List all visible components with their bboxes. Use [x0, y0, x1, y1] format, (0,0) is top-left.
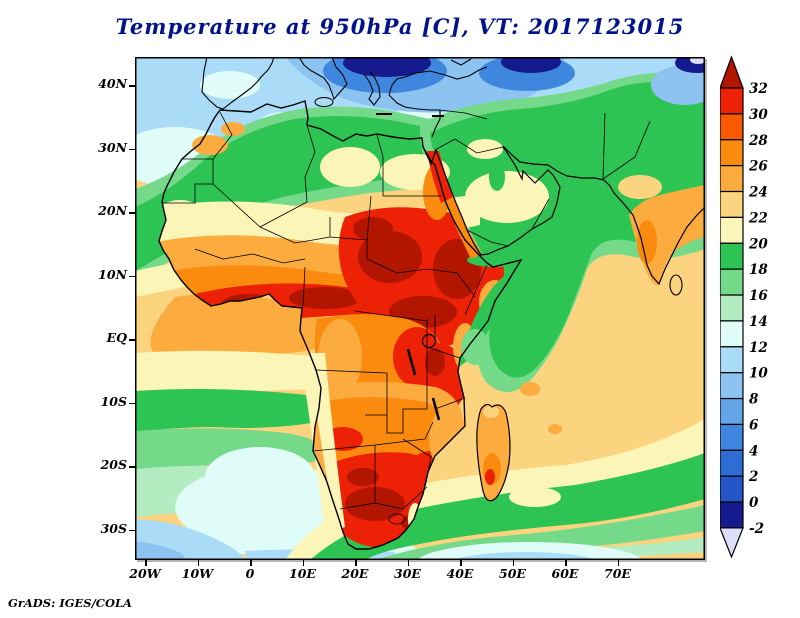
lon-tick-mark	[145, 560, 147, 566]
lon-tick-label: 10E	[289, 566, 316, 581]
colorbar-segment	[719, 320, 744, 348]
temperature-field-map	[135, 57, 705, 560]
colorbar-segment	[719, 475, 744, 503]
country-borders	[162, 109, 651, 525]
colorbar-label: 16	[749, 288, 768, 304]
lat-tick-label: 10N	[98, 266, 127, 282]
colorbar-segment	[719, 139, 744, 167]
colorbar-label: 2	[748, 469, 758, 485]
lon-tick-label: 0	[245, 566, 255, 581]
colorbar-label: 4	[749, 443, 758, 459]
colorbar-segment	[719, 242, 744, 270]
credit-text: GrADS: IGES/COLA	[8, 596, 132, 610]
lat-tick-label: 30N	[98, 139, 127, 155]
lat-tick-mark	[129, 402, 135, 405]
lon-tick-mark	[197, 560, 199, 566]
colorbar-over-arrow	[719, 55, 744, 89]
lon-tick-mark	[617, 560, 619, 566]
lat-tick-mark	[129, 466, 135, 468]
lon-tick-label: 10W	[181, 566, 214, 581]
colorbar-segment	[719, 449, 744, 477]
lat-tick-label: 30S	[100, 520, 127, 536]
colorbar-under-arrow	[719, 527, 744, 559]
lat-tick-mark	[129, 85, 135, 87]
lat-tick-mark	[129, 529, 135, 532]
page-title: Temperature at 950hPa [C], VT: 201712301…	[115, 14, 685, 39]
lon-tick-mark	[565, 560, 567, 566]
lat-tick-label: 10S	[100, 393, 127, 409]
colorbar-label: 0	[749, 495, 759, 511]
colorbar-segment	[719, 87, 744, 115]
colorbar-segment	[719, 501, 744, 529]
lat-tick-mark	[129, 339, 135, 341]
colorbar-segment	[719, 372, 744, 400]
colorbar-segment	[719, 294, 744, 322]
lon-tick-mark	[250, 560, 252, 566]
lon-tick-mark	[407, 560, 409, 566]
lon-tick-mark	[512, 560, 514, 566]
map-plot: 40N 30N 20N 10N EQ 10S 20S 30S 20W 10W 0 10E 20E 30E 4…	[98, 57, 705, 581]
colorbar-segment	[719, 397, 744, 426]
colorbar-label: 20	[748, 236, 768, 252]
colorbar-label: 24	[748, 185, 768, 201]
colorbar-label: 26	[748, 159, 768, 175]
colorbar-label: 18	[749, 262, 768, 278]
colorbar-segment	[719, 165, 744, 193]
colorbar-label: 10	[749, 366, 768, 382]
lat-tick-mark	[129, 148, 135, 151]
lon-tick-mark	[302, 560, 304, 566]
colorbar-segment	[719, 190, 744, 219]
colorbar-label: 14	[749, 314, 768, 330]
colorbar-segment	[719, 268, 744, 296]
coastlines	[158, 57, 705, 550]
temperature-colorbar: 32 30 28 26 24 22 20 18 16 14 12 10 8 6 4 2 0 -2	[719, 55, 800, 567]
map-frame	[135, 57, 705, 560]
lon-tick-label: 60E	[551, 566, 579, 581]
lon-tick-label: 20W	[129, 566, 161, 581]
colorbar-label: 8	[749, 392, 759, 408]
lon-tick-mark	[460, 560, 462, 566]
lat-tick-mark	[129, 275, 135, 278]
colorbar-label: 32	[749, 81, 768, 97]
colorbar-label: 28	[748, 133, 768, 149]
colorbar-label: 30	[749, 107, 768, 123]
lat-tick-label: 20S	[100, 457, 127, 473]
colorbar-label: -2	[749, 521, 764, 537]
temperature-field	[135, 57, 705, 560]
colorbar-label: 6	[749, 417, 759, 433]
lat-tick-mark	[129, 212, 135, 214]
lon-tick-label: 70E	[604, 566, 631, 581]
colorbar-label: 22	[748, 210, 768, 226]
lat-tick-label: 20N	[98, 203, 127, 219]
lat-tick-label: EQ	[106, 330, 127, 346]
lon-tick-label: 30E	[394, 566, 421, 581]
colorbar-segment	[719, 346, 744, 374]
lon-tick-mark	[355, 560, 357, 566]
lat-tick-label: 40N	[98, 76, 127, 91]
lon-tick-label: 50E	[499, 566, 526, 581]
colorbar-segment	[719, 423, 744, 451]
colorbar-label: 12	[749, 340, 768, 356]
colorbar-segment	[719, 216, 744, 244]
lon-tick-label: 40E	[446, 566, 474, 581]
colorbar-segment	[719, 113, 744, 141]
lon-tick-label: 20E	[341, 566, 369, 581]
